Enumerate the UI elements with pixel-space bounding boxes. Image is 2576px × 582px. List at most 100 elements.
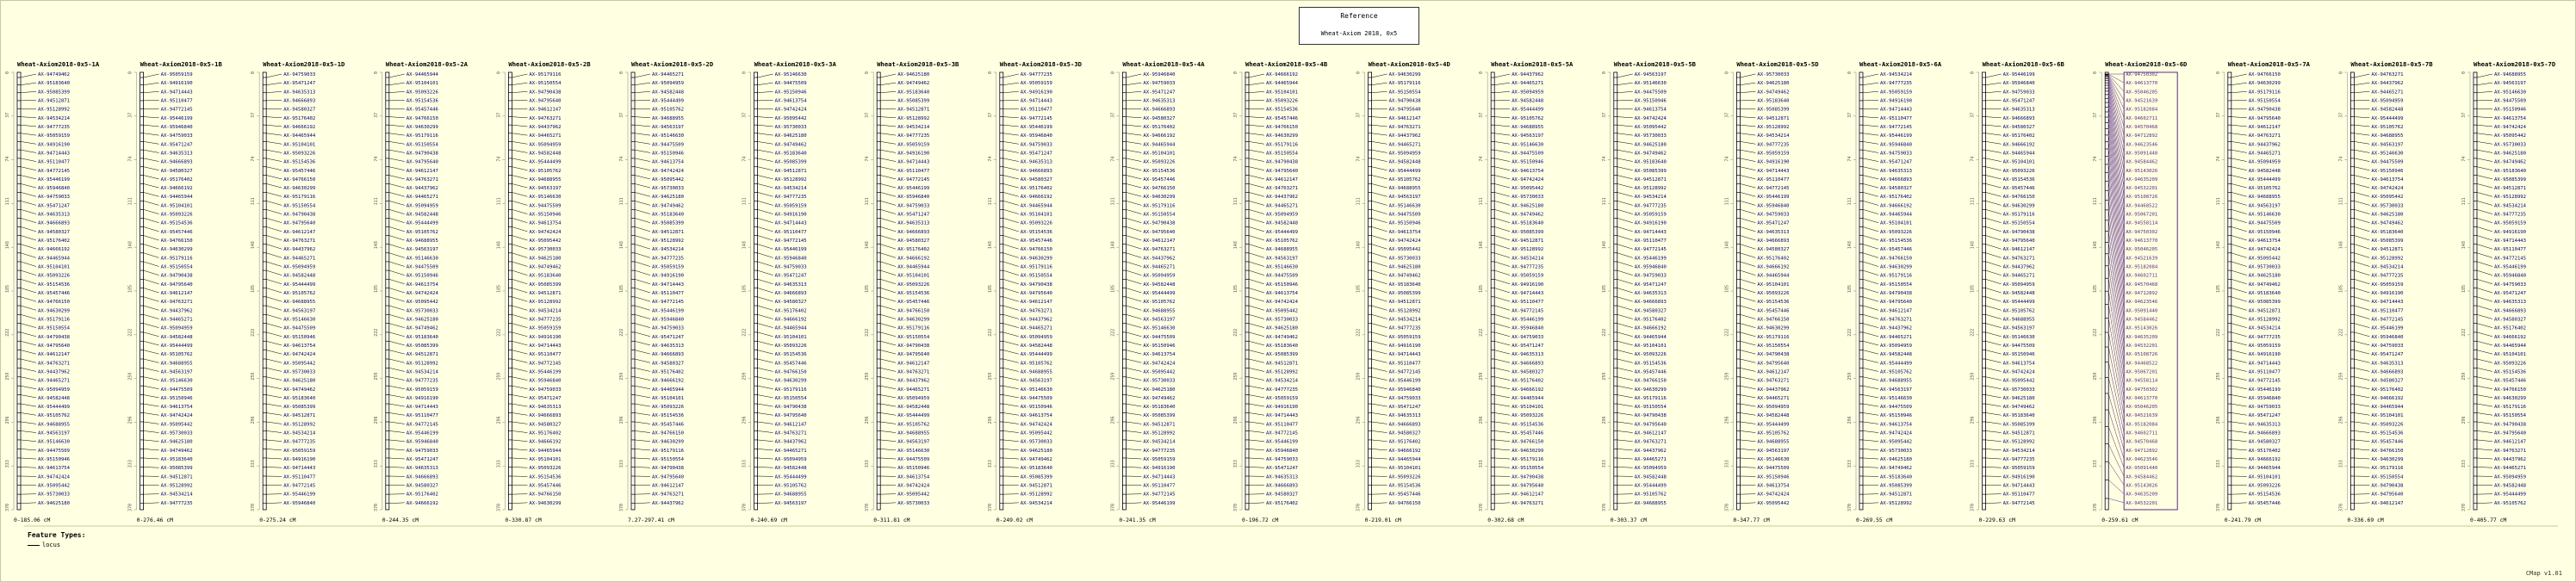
map-title: Wheat-Axiom2018-0x5-2A bbox=[386, 60, 469, 68]
locus-label: AX-94795640 bbox=[2003, 238, 2035, 244]
locus-connector bbox=[1985, 412, 2002, 416]
map-column: Wheat-Axiom2018-0x5-6D037741111481852222… bbox=[2093, 60, 2187, 523]
locus-connector bbox=[2354, 201, 2370, 206]
locus-label: AX-95471247 bbox=[161, 142, 193, 147]
locus-connector bbox=[757, 331, 773, 337]
locus-connector bbox=[388, 201, 405, 206]
locus-connector bbox=[2107, 111, 2125, 214]
locus-label: AX-94521639 bbox=[2126, 413, 2157, 418]
locus-connector bbox=[1494, 261, 1511, 267]
locus-label: AX-95471247 bbox=[38, 203, 70, 208]
locus-label: AX-95154536 bbox=[2371, 431, 2403, 436]
locus-label: AX-94534214 bbox=[897, 125, 930, 130]
scale-tick-label: 222 bbox=[1602, 329, 1607, 337]
locus-label: AX-95146630 bbox=[161, 379, 193, 384]
locus-connector bbox=[1862, 166, 1879, 171]
locus-label: AX-94749462 bbox=[652, 203, 684, 208]
locus-connector bbox=[1985, 235, 2002, 241]
locus-connector bbox=[880, 261, 897, 267]
locus-connector bbox=[388, 288, 405, 294]
locus-connector bbox=[880, 158, 897, 162]
locus-connector bbox=[1371, 368, 1387, 372]
locus-label: AX-95094959 bbox=[161, 326, 193, 331]
locus-label: AX-94630299 bbox=[2494, 396, 2526, 401]
locus-label: AX-94475509 bbox=[1266, 274, 1298, 279]
locus-connector bbox=[757, 201, 773, 206]
locus-label: AX-95471247 bbox=[2371, 352, 2403, 357]
locus-label: AX-94532201 bbox=[2126, 501, 2157, 506]
locus-label: AX-95446199 bbox=[1143, 501, 1175, 506]
locus-label: AX-94512871 bbox=[2249, 308, 2281, 313]
locus-connector bbox=[1494, 149, 1511, 153]
locus-connector bbox=[757, 175, 773, 180]
locus-connector bbox=[2476, 331, 2493, 337]
locus-connector bbox=[143, 279, 159, 285]
locus-label: AX-94742424 bbox=[2494, 125, 2527, 130]
locus-label: AX-95110477 bbox=[529, 352, 561, 357]
locus-connector bbox=[2476, 394, 2493, 399]
scale-tick-label: 259 bbox=[1356, 373, 1362, 381]
locus-connector bbox=[1617, 244, 1633, 250]
locus-label: AX-95105762 bbox=[407, 230, 438, 235]
locus-connector bbox=[2354, 166, 2370, 171]
locus-connector bbox=[2354, 116, 2370, 119]
locus-label: AX-94777235 bbox=[38, 125, 70, 130]
locus-connector bbox=[266, 235, 282, 241]
locus-connector bbox=[1862, 430, 1879, 433]
scale-tick-label: 0 bbox=[1602, 71, 1607, 74]
scale-tick-label: 222 bbox=[2461, 329, 2467, 337]
locus-connector bbox=[143, 421, 159, 424]
locus-label: AX-95110477 bbox=[1021, 108, 1052, 113]
locus-label: AX-95128992 bbox=[1266, 369, 1298, 375]
locus-label: AX-95444499 bbox=[1880, 361, 1912, 366]
map-column: Wheat-Axiom2018-0x5-4D037741111481852222… bbox=[1356, 60, 1450, 523]
locus-label: AX-94666192 bbox=[775, 317, 807, 322]
locus-label: AX-94635313 bbox=[1266, 474, 1298, 480]
reference-legend: Reference Wheat-Axiom 2018, 0x5 bbox=[1299, 7, 1419, 45]
locus-connector bbox=[2231, 175, 2247, 180]
locus-label: AX-95095442 bbox=[161, 422, 193, 427]
locus-label: AX-94795640 bbox=[2494, 431, 2526, 436]
locus-label: AX-95093226 bbox=[407, 90, 438, 95]
locus-label: AX-95444499 bbox=[407, 221, 438, 226]
locus-connector bbox=[1371, 133, 1387, 136]
locus-connector bbox=[1248, 209, 1265, 214]
locus-label: AX-95179116 bbox=[1880, 274, 1912, 279]
locus-connector bbox=[2231, 279, 2247, 285]
locus-label: AX-95176402 bbox=[1511, 379, 1543, 384]
locus-label: AX-94714443 bbox=[38, 151, 70, 156]
locus-label: AX-95094959 bbox=[775, 457, 807, 462]
locus-connector bbox=[757, 116, 773, 119]
locus-connector bbox=[1862, 412, 1879, 416]
locus-label: AX-94916190 bbox=[1635, 221, 1667, 226]
locus-label: AX-94688955 bbox=[2494, 72, 2526, 77]
locus-label: AX-95093226 bbox=[161, 213, 193, 218]
locus-label: AX-94534214 bbox=[2371, 265, 2404, 270]
locus-label: AX-94763271 bbox=[1880, 317, 1912, 322]
locus-label: AX-95094959 bbox=[529, 142, 561, 147]
locus-label: AX-94465944 bbox=[775, 326, 808, 331]
locus-connector bbox=[388, 430, 405, 433]
legend-entry: Wheat-Axiom 2018, 0x5 bbox=[1320, 30, 1398, 37]
locus-label: AX-94512871 bbox=[1266, 361, 1298, 366]
locus-connector bbox=[2476, 244, 2493, 250]
locus-label: AX-95059159 bbox=[2494, 221, 2526, 226]
locus-label: AX-94612147 bbox=[38, 352, 70, 357]
locus-label: AX-94582448 bbox=[1389, 160, 1422, 165]
locus-label: AX-94570468 bbox=[2126, 125, 2158, 130]
locus-connector bbox=[143, 305, 159, 311]
locus-connector bbox=[1862, 269, 1879, 276]
scale-tick-label: 296 bbox=[1110, 416, 1115, 424]
locus-label: AX-94612147 bbox=[897, 361, 929, 366]
locus-connector bbox=[143, 350, 159, 355]
locus-label: AX-94916190 bbox=[1757, 160, 1789, 165]
locus-connector bbox=[1617, 314, 1633, 319]
locus-label: AX-94790438 bbox=[161, 274, 194, 279]
locus-label: AX-94763271 bbox=[652, 492, 684, 498]
locus-connector bbox=[1126, 201, 1142, 206]
locus-connector bbox=[2108, 480, 2125, 494]
locus-label: AX-95085399 bbox=[2494, 177, 2526, 183]
locus-connector bbox=[880, 252, 897, 258]
locus-connector bbox=[880, 350, 897, 355]
locus-label: AX-94465271 bbox=[897, 387, 929, 393]
